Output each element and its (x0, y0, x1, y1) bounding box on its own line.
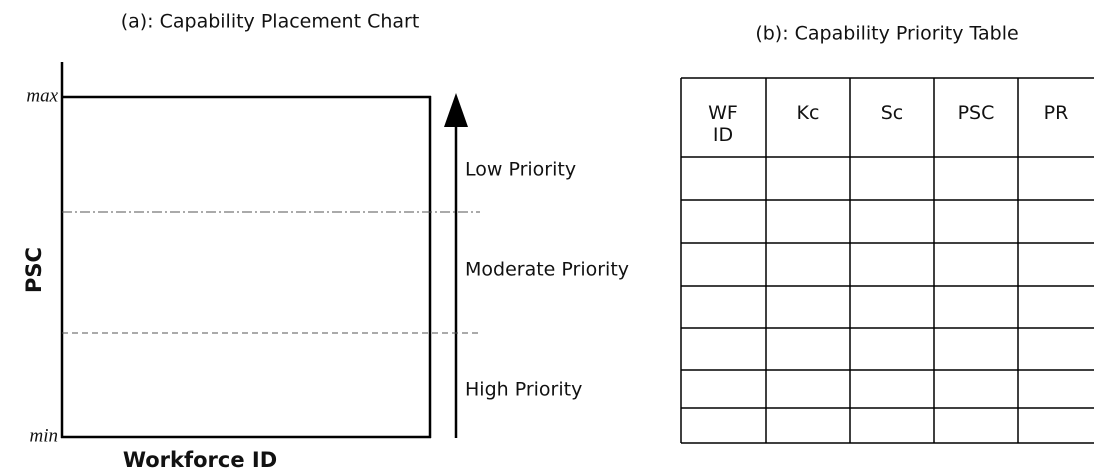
column-header: PSC (957, 102, 995, 124)
arrow-head (444, 93, 468, 127)
chart-frame (60, 62, 458, 439)
zone-label: Low Priority (465, 159, 576, 181)
column-header: Kc (796, 102, 820, 124)
column-header: PR (1043, 102, 1069, 124)
column-header: Sc (880, 102, 904, 124)
x-axis-label: Workforce ID (123, 448, 277, 472)
y-axis-label: PSC (22, 247, 46, 293)
zone-label: High Priority (465, 379, 582, 401)
panel-b-title: (b): Capability Priority Table (755, 23, 1018, 45)
table-grid (680, 77, 1094, 444)
panel-a-title: (a): Capability Placement Chart (121, 11, 420, 33)
y-max-label: max (26, 85, 58, 106)
y-min-label: min (30, 425, 59, 446)
zone-label: Moderate Priority (465, 259, 629, 281)
column-header: WF ID (708, 102, 738, 146)
